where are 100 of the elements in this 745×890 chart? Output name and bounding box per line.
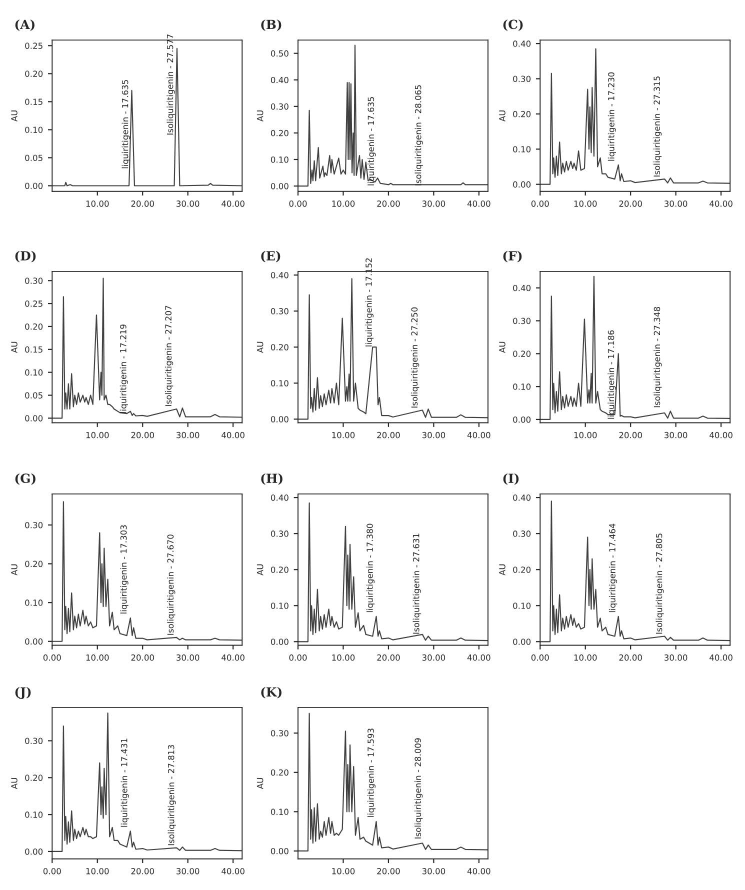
annotation: liquiritigenin - 17.230 bbox=[608, 72, 616, 161]
x-tick-label: 10.00 bbox=[86, 654, 109, 661]
x-tick-label: 30.00 bbox=[176, 654, 200, 661]
x-tick-label: 30.00 bbox=[422, 200, 446, 207]
y-tick-label: 0.10 bbox=[513, 602, 531, 609]
chart-title: (D) bbox=[15, 250, 36, 262]
x-tick-label: 10.00 bbox=[574, 432, 597, 438]
y-tick-label: 0.00 bbox=[270, 638, 288, 645]
y-tick-label: 0.40 bbox=[513, 494, 531, 501]
y-tick-label: 0.20 bbox=[25, 323, 43, 330]
x-tick-label: 0.00 bbox=[43, 868, 61, 874]
y-tick-label: 0.10 bbox=[513, 384, 531, 390]
y-axis-title: AU bbox=[499, 342, 506, 353]
y-tick-label: 0.30 bbox=[25, 278, 43, 284]
y-tick-label: 0.10 bbox=[513, 146, 531, 152]
x-tick-label: 40.00 bbox=[710, 200, 732, 207]
chart-title: (I) bbox=[503, 473, 519, 485]
chart-title: (B) bbox=[261, 19, 282, 31]
y-tick-label: 0.10 bbox=[270, 156, 288, 163]
annotation: liquiritigenin - 17.431 bbox=[120, 738, 129, 827]
y-tick-label: 0.40 bbox=[513, 284, 531, 292]
x-tick-label: 20.00 bbox=[131, 432, 154, 438]
annotation: liquiritigenin - 17.635 bbox=[368, 97, 376, 186]
x-tick-label: 0.00 bbox=[43, 654, 61, 661]
y-tick-label: 0.10 bbox=[270, 380, 288, 386]
y-tick-label: 0.40 bbox=[270, 494, 288, 501]
annotation: Isoliquiritigenin - 27.348 bbox=[654, 307, 662, 408]
chart-title: (E) bbox=[261, 250, 280, 262]
x-tick-label: 10.00 bbox=[332, 654, 355, 661]
x-tick-label: 20.00 bbox=[377, 654, 400, 661]
y-tick-label: 0.00 bbox=[513, 416, 531, 423]
annotation: Isoliquiritigenin - 27.577 bbox=[166, 34, 175, 134]
x-tick-label: 10.00 bbox=[86, 200, 109, 207]
annotation: Isoliquiritigenin - 27.670 bbox=[167, 534, 176, 635]
x-tick-label: 10.00 bbox=[332, 868, 355, 874]
x-tick-label: 20.00 bbox=[619, 432, 642, 438]
x-tick-label: 30.00 bbox=[422, 432, 446, 438]
y-tick-label: 0.10 bbox=[25, 369, 43, 376]
x-tick-label: 20.00 bbox=[131, 654, 154, 661]
chart-title: (A) bbox=[15, 19, 34, 31]
y-tick-label: 0.40 bbox=[513, 40, 531, 47]
annotation: liquiritigenin - 17.219 bbox=[120, 324, 128, 413]
x-tick-label: 30.00 bbox=[664, 654, 688, 661]
x-tick-label: 0.00 bbox=[289, 200, 307, 207]
x-tick-label: 20.00 bbox=[619, 654, 642, 661]
y-tick-label: 0.20 bbox=[25, 774, 43, 781]
y-tick-label: 0.00 bbox=[270, 183, 288, 190]
y-tick-label: 0.30 bbox=[270, 308, 288, 314]
x-tick-label: 10.00 bbox=[86, 432, 109, 438]
line-series bbox=[52, 278, 242, 419]
y-tick-label: 0.10 bbox=[25, 812, 43, 818]
x-tick-label: 0.00 bbox=[531, 654, 549, 661]
x-tick-label: 10.00 bbox=[332, 200, 355, 207]
line-series bbox=[298, 44, 488, 187]
annotation: Isoliquiritigenin - 27.631 bbox=[412, 534, 421, 634]
y-tick-label: 0.40 bbox=[270, 272, 288, 278]
y-axis-title: AU bbox=[11, 778, 18, 790]
x-tick-label: 40.00 bbox=[467, 868, 490, 874]
y-tick-label: 0.20 bbox=[270, 566, 288, 573]
x-tick-label: 20.00 bbox=[377, 432, 400, 438]
line-series bbox=[52, 501, 242, 642]
y-axis-title: AU bbox=[257, 110, 264, 122]
annotation: liquiritigenin - 17.464 bbox=[608, 524, 618, 612]
y-tick-label: 0.00 bbox=[25, 638, 43, 645]
y-tick-label: 0.05 bbox=[25, 392, 42, 399]
annotation: liquiritigenin - 17.635 bbox=[122, 80, 130, 168]
y-tick-label: 0.00 bbox=[25, 415, 43, 422]
y-tick-label: 0.10 bbox=[270, 808, 288, 815]
annotation: liquiritigenin - 17.303 bbox=[120, 525, 128, 614]
chart-title: (C) bbox=[503, 19, 523, 31]
x-tick-label: 10.00 bbox=[332, 432, 355, 438]
x-tick-label: 30.00 bbox=[176, 200, 200, 207]
y-tick-label: 0.20 bbox=[513, 110, 531, 118]
chart-title: (K) bbox=[261, 686, 282, 698]
annotation: liquiritigenin - 17.186 bbox=[608, 330, 616, 419]
x-tick-label: 0.00 bbox=[289, 654, 307, 661]
y-tick-label: 0.00 bbox=[513, 638, 531, 645]
y-axis-title: AU bbox=[499, 564, 506, 576]
y-tick-label: 0.50 bbox=[270, 50, 288, 57]
y-tick-label: 0.10 bbox=[25, 126, 43, 133]
x-tick-label: 40.00 bbox=[222, 654, 244, 661]
annotation: Isoliquiritigenin - 27.813 bbox=[168, 745, 176, 846]
y-tick-label: 0.00 bbox=[25, 182, 43, 190]
y-tick-label: 0.00 bbox=[270, 848, 288, 854]
x-tick-label: 40.00 bbox=[710, 432, 732, 438]
line-series bbox=[540, 48, 730, 185]
line-series bbox=[52, 712, 242, 852]
annotation: Isoliquiritigenin - 27.207 bbox=[165, 306, 174, 406]
y-tick-label: 0.30 bbox=[513, 318, 531, 324]
y-tick-label: 0.20 bbox=[270, 130, 288, 136]
y-axis-title: AU bbox=[257, 342, 264, 353]
y-tick-label: 0.30 bbox=[270, 730, 288, 736]
line-series bbox=[540, 276, 730, 420]
x-tick-label: 40.00 bbox=[222, 200, 244, 207]
x-tick-label: 40.00 bbox=[467, 432, 490, 438]
y-tick-label: 0.10 bbox=[270, 602, 288, 609]
y-tick-label: 0.20 bbox=[270, 344, 288, 350]
y-tick-label: 0.10 bbox=[25, 600, 43, 606]
line-series bbox=[298, 712, 488, 852]
x-tick-label: 30.00 bbox=[422, 654, 446, 661]
